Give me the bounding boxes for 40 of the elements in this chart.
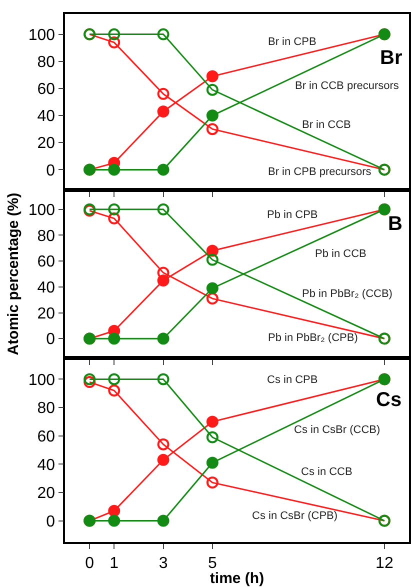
y-tick-label: 40 <box>37 456 56 474</box>
y-tick-label: 100 <box>28 202 56 219</box>
annotation: B <box>388 213 402 235</box>
annotation: Cs in CPB <box>267 374 318 386</box>
annotation: Br in CPB precursors <box>268 166 372 178</box>
annotation: Pb in CCB <box>315 248 366 260</box>
annotation: Br <box>380 47 402 69</box>
y-tick-label: 0 <box>46 331 56 348</box>
y-tick-label: 60 <box>37 254 56 271</box>
y-tick-label: 0 <box>46 162 56 180</box>
annotation: Br in CCB <box>302 119 351 131</box>
y-tick-label: 80 <box>37 228 56 245</box>
y-tick-label: 20 <box>37 135 56 152</box>
x-tick-label: 5 <box>208 554 217 572</box>
annotation: Cs <box>376 389 402 411</box>
y-tick-label: 80 <box>37 400 56 418</box>
annotation: Br in CCB precursors <box>295 80 400 92</box>
y-tick-label: 60 <box>37 81 56 98</box>
x-tick-label: 0 <box>85 554 94 572</box>
annotation: Pb in PbBr₂ (CPB) <box>268 332 358 344</box>
y-tick-label: 100 <box>28 26 56 44</box>
y-tick-label: 0 <box>46 513 56 530</box>
y-tick-label: 100 <box>28 372 56 389</box>
annotation: Cs in CsBr (CPB) <box>252 510 338 522</box>
y-tick-label: 40 <box>37 280 56 297</box>
y-tick-label: 40 <box>37 108 56 126</box>
x-tick-label: 3 <box>158 554 168 572</box>
annotation: Pb in CPB <box>267 209 318 221</box>
annotation: Pb in PbBr₂ (CCB) <box>302 288 392 300</box>
x-tick-label: 1 <box>110 554 119 572</box>
annotation: Br in CPB <box>268 36 316 48</box>
y-tick-label: 60 <box>37 428 56 446</box>
y-tick-label: 20 <box>37 485 56 502</box>
y-tick-label: 20 <box>37 305 56 322</box>
y-tick-label: 80 <box>37 54 56 71</box>
annotation: Cs in CsBr (CCB) <box>294 424 380 436</box>
x-tick-label: 12 <box>376 554 394 572</box>
annotation: Cs in CCB <box>301 466 352 478</box>
x-axis-title: time (h) <box>210 570 264 587</box>
y-axis-title: Atomic percentage (%) <box>5 192 22 356</box>
